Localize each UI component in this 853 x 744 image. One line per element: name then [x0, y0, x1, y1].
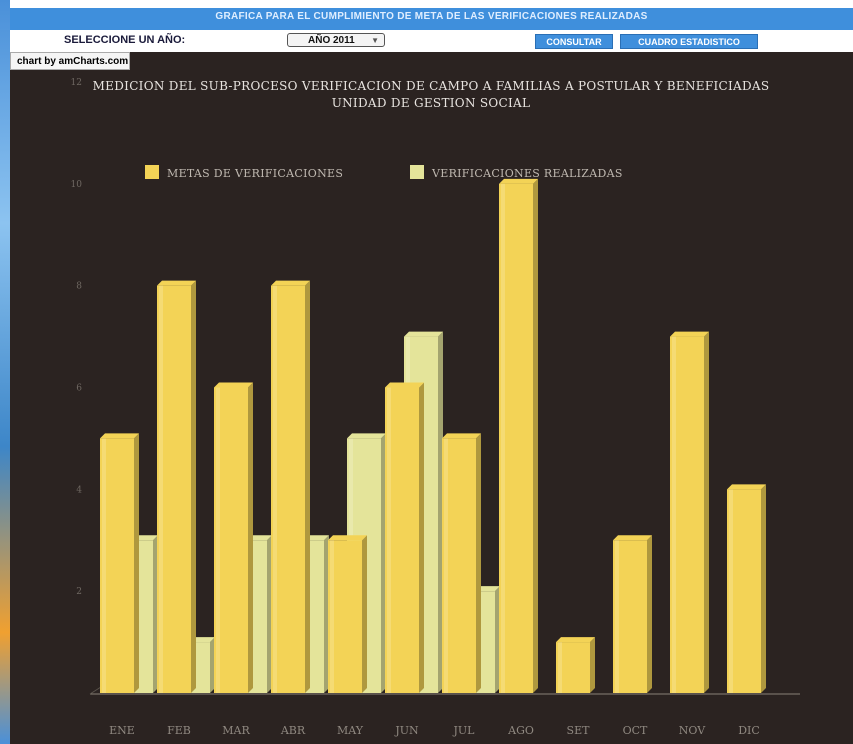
chevron-down-icon: ▼: [371, 35, 379, 45]
legend-label-2: VERIFICACIONES REALIZADAS: [431, 167, 623, 180]
y-tick-label: 10: [71, 180, 83, 190]
year-select[interactable]: AÑO 2011 ▼: [287, 33, 385, 47]
x-tick-label-jul: JUL: [453, 724, 476, 737]
y-tick-label: 2: [76, 587, 82, 597]
y-axis-ticks: 2 4 6 8 10 12: [71, 78, 83, 597]
x-tick-label-nov: NOV: [679, 724, 706, 737]
bar-meta-mar: [214, 382, 253, 693]
y-tick-label: 8: [76, 282, 82, 292]
chart-title: MEDICION DEL SUB-PROCESO VERIFICACION DE…: [93, 79, 770, 93]
bar-meta-ene: [100, 433, 139, 693]
chart-subtitle: UNIDAD DE GESTION SOCIAL: [332, 96, 531, 110]
chart-area: MEDICION DEL SUB-PROCESO VERIFICACION DE…: [10, 52, 853, 744]
cuadro-estadistico-button[interactable]: CUADRO ESTADISTICO: [620, 34, 758, 49]
bar-chart: MEDICION DEL SUB-PROCESO VERIFICACION DE…: [71, 78, 800, 737]
bar-meta-set: [556, 637, 595, 693]
bar-meta-may: [328, 535, 367, 693]
y-tick-label: 4: [76, 485, 82, 495]
left-decoration-strip: [0, 0, 10, 744]
year-select-value: AÑO 2011: [308, 34, 355, 46]
x-tick-label-may: MAY: [337, 724, 364, 737]
x-tick-label-abr: ABR: [280, 724, 306, 737]
control-row: SELECCIONE UN AÑO: AÑO 2011 ▼ CONSULTAR …: [10, 30, 853, 52]
legend-swatch-1: [145, 165, 159, 179]
x-tick-label-ago: AGO: [507, 724, 534, 737]
page-header-title: GRAFICA PARA EL CUMPLIMIENTO DE META DE …: [215, 11, 648, 22]
bar-meta-abr: [271, 280, 310, 693]
chart-legend: METAS DE VERIFICACIONES VERIFICACIONES RE…: [145, 165, 623, 180]
bar-meta-oct: [613, 535, 652, 693]
consultar-button[interactable]: CONSULTAR: [535, 34, 613, 49]
x-axis-ticks: ENE FEB MAR ABR MAY JUN JUL AGO SET OCT NOV DIC: [109, 724, 760, 737]
bar-meta-dic: [727, 484, 766, 693]
x-tick-label-set: SET: [567, 724, 591, 737]
x-tick-label-feb: FEB: [167, 724, 191, 737]
bar-meta-jun: [385, 382, 424, 693]
page-header: GRAFICA PARA EL CUMPLIMIENTO DE META DE …: [10, 8, 853, 30]
x-tick-label-oct: OCT: [623, 724, 648, 737]
bar-meta-nov: [670, 331, 709, 693]
legend-swatch-2: [410, 165, 424, 179]
chart-bars: [100, 178, 766, 694]
x-tick-label-mar: MAR: [222, 724, 250, 737]
y-tick-label: 12: [71, 78, 82, 88]
x-tick-label-dic: DIC: [738, 724, 760, 737]
bar-meta-jul: [442, 433, 481, 693]
amcharts-credit-link[interactable]: chart by amCharts.com: [10, 52, 130, 70]
legend-label-1: METAS DE VERIFICACIONES: [167, 167, 343, 180]
bar-meta-feb: [157, 280, 196, 693]
year-select-label: SELECCIONE UN AÑO:: [64, 34, 186, 46]
y-tick-label: 6: [76, 384, 82, 394]
bar-meta-ago: [499, 178, 538, 694]
x-tick-label-ene: ENE: [109, 724, 135, 737]
x-tick-label-jun: JUN: [394, 724, 419, 737]
